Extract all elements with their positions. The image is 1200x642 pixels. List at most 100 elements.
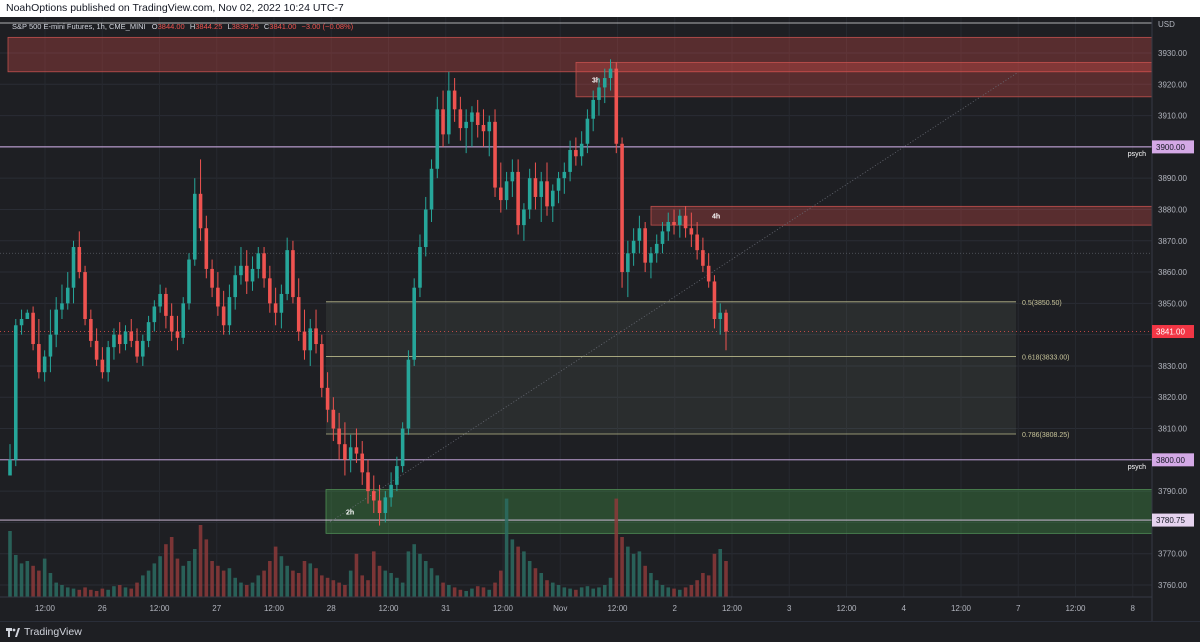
candle-body[interactable] [181,303,186,338]
candle-body[interactable] [637,228,642,241]
candle-body[interactable] [129,331,134,341]
candle-body[interactable] [683,215,688,229]
candle-body[interactable] [406,359,411,429]
candle-body[interactable] [539,181,544,197]
candle-body[interactable] [296,297,301,332]
candle-body[interactable] [701,250,705,266]
candle-body[interactable] [435,109,440,169]
candle-body[interactable] [325,387,330,410]
candle-body[interactable] [464,121,468,129]
candle-body[interactable] [724,312,728,332]
candle-body[interactable] [654,243,659,254]
candle-body[interactable] [527,178,532,210]
candle-body[interactable] [574,150,578,157]
chart-area[interactable]: 3h 4h 2h 0.5(3850.50) 0.618(3833.00) 0.786(3… [0,17,1200,621]
candle-body[interactable] [614,68,619,144]
candle-body[interactable] [331,409,336,429]
candle-body[interactable] [470,112,474,122]
candle-body[interactable] [71,247,76,288]
trend-line[interactable] [329,72,1018,523]
candle-body[interactable] [233,275,237,298]
candle-body[interactable] [60,303,64,310]
candle-body[interactable] [395,466,399,485]
candle-body[interactable] [123,331,128,345]
candle-body[interactable] [256,253,261,269]
candle-body[interactable] [660,231,665,244]
fibonacci-retracement[interactable]: 0.5(3850.50) 0.618(3833.00) 0.786(3808.25) [326,300,1069,439]
candle-body[interactable] [383,497,388,514]
candle-body[interactable] [175,331,180,338]
candle-body[interactable] [423,209,428,248]
candle-body[interactable] [550,190,555,207]
candle-body[interactable] [620,143,624,273]
candle-body[interactable] [135,340,139,357]
candle-body[interactable] [585,118,590,144]
candle-body[interactable] [499,187,503,201]
candle-body[interactable] [649,253,653,263]
candle-body[interactable] [360,453,365,473]
candle-body[interactable] [366,472,370,492]
candle-body[interactable] [672,221,676,226]
candle-body[interactable] [152,306,157,323]
candle-body[interactable] [562,171,567,179]
candle-body[interactable] [533,178,538,197]
candle-body[interactable] [141,340,145,357]
candle-body[interactable] [475,112,480,125]
candle-body[interactable] [302,331,307,351]
candle-body[interactable] [626,253,630,273]
candle-body[interactable] [447,90,451,135]
candle-body[interactable] [400,428,405,467]
candle-body[interactable] [221,306,226,326]
candle-body[interactable] [510,171,515,182]
candle-body[interactable] [106,347,110,373]
candle-body[interactable] [556,178,561,191]
candle-body[interactable] [37,344,41,373]
candle-body[interactable] [42,356,47,373]
candle-body[interactable] [631,240,636,254]
candle-body[interactable] [689,228,694,235]
candle-body[interactable] [164,293,168,316]
candle-body[interactable] [389,484,393,498]
candle-body[interactable] [83,272,87,319]
candle-body[interactable] [678,215,682,226]
candle-body[interactable] [54,309,58,335]
candle-body[interactable] [48,334,53,357]
candle-body[interactable] [77,247,82,273]
candle-body[interactable] [89,319,93,341]
zone-supply[interactable] [7,36,1153,73]
candle-body[interactable] [308,328,313,351]
candle-body[interactable] [291,250,295,298]
candle-body[interactable] [25,312,30,319]
candle-body[interactable] [13,325,18,460]
candle-body[interactable] [343,444,347,460]
candle-body[interactable] [504,181,509,201]
candle-body[interactable] [377,500,382,514]
candle-body[interactable] [158,293,162,307]
candle-body[interactable] [320,344,324,388]
candle-body[interactable] [706,265,711,282]
candle-body[interactable] [169,315,174,332]
candle-body[interactable] [187,259,191,304]
candle-body[interactable] [216,287,220,307]
candle-body[interactable] [429,168,434,210]
candlestick-chart[interactable]: 3h 4h 2h 0.5(3850.50) 0.618(3833.00) 0.786(3… [0,17,1200,621]
candle-body[interactable] [568,150,572,172]
candle-body[interactable] [112,334,116,348]
candle-body[interactable] [712,281,717,319]
candle-body[interactable] [314,328,318,345]
candle-body[interactable] [354,447,359,454]
candle-body[interactable] [608,68,613,79]
candle-body[interactable] [666,221,671,232]
zone-demand[interactable] [325,489,1153,534]
candle-body[interactable] [117,334,122,345]
candle-body[interactable] [239,265,243,276]
candle-body[interactable] [146,322,151,341]
candle-body[interactable] [8,459,12,476]
candles[interactable] [8,59,728,526]
candle-body[interactable] [597,87,601,100]
candle-body[interactable] [19,319,24,326]
candle-body[interactable] [65,287,70,304]
candle-body[interactable] [452,90,457,110]
candle-body[interactable] [285,250,289,294]
candle-body[interactable] [279,293,284,313]
